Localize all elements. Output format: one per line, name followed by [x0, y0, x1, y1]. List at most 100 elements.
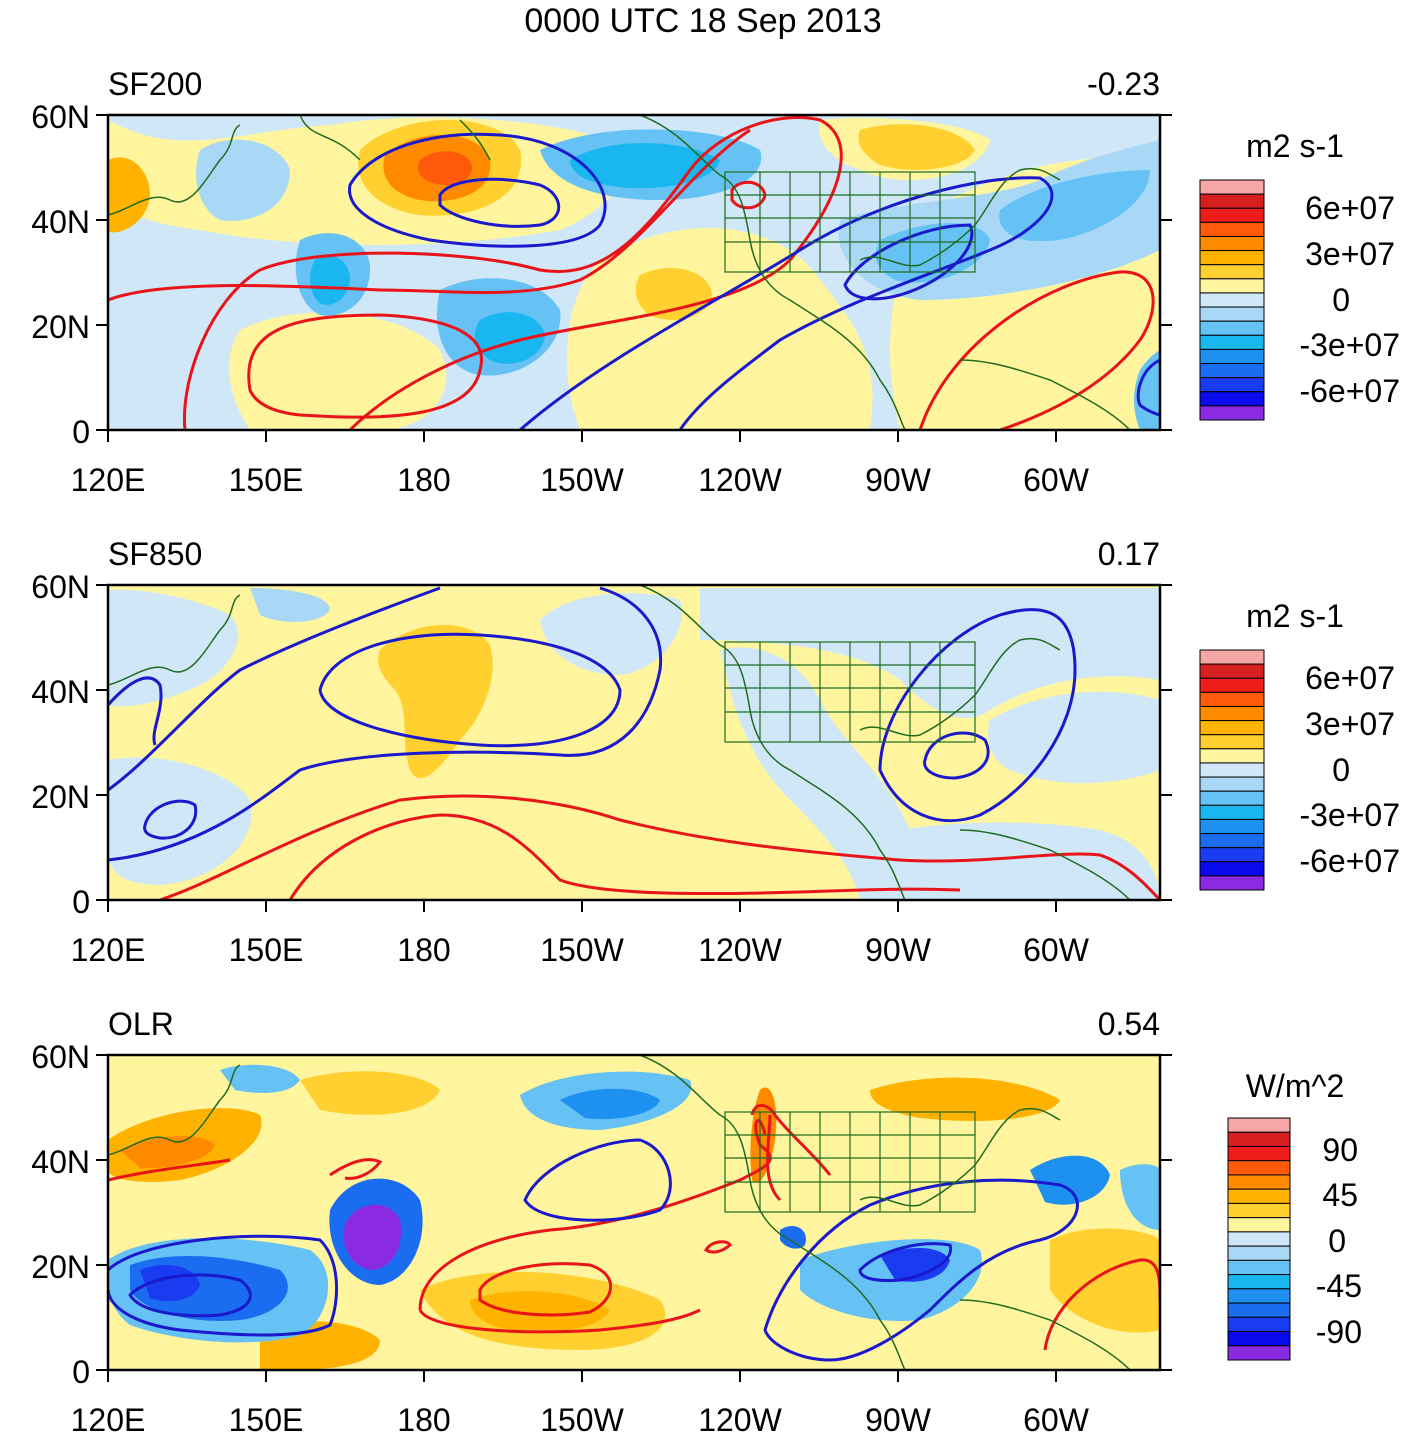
positive-contour — [418, 1119, 772, 1311]
panel-sf850: SF850 0.17 — [0, 470, 1406, 968]
panel-label: SF200 — [108, 66, 203, 102]
shaded-negative-region — [570, 143, 720, 189]
shaded-negative-region — [988, 691, 1160, 784]
colorbar-swatch — [1227, 1117, 1291, 1133]
shaded-negative-region — [1120, 1164, 1160, 1230]
positive-contour — [478, 1262, 613, 1317]
lat-label: 60N — [31, 1039, 90, 1075]
positive-contour — [108, 1158, 231, 1182]
colorbar-olr — [1227, 1117, 1291, 1361]
lon-label: 180 — [397, 932, 451, 968]
lat-label: 20N — [31, 779, 90, 815]
lon-label: 60W — [1023, 462, 1089, 498]
negative-contour — [108, 586, 441, 792]
positive-contour — [918, 270, 1155, 430]
colorbar-swatch — [1199, 875, 1265, 891]
coastline — [959, 829, 1131, 900]
colorbar-swatch — [1227, 1345, 1291, 1361]
positive-contour — [329, 1158, 383, 1180]
lat-label: 60N — [31, 569, 90, 605]
colorbar-tick-label: -6e+07 — [1299, 843, 1400, 879]
shaded-negative-region — [310, 255, 350, 305]
colorbar-title: m2 s-1 — [1246, 128, 1344, 164]
shaded-positive-region — [858, 124, 975, 170]
lon-label: 150W — [540, 462, 624, 498]
shaded-positive-region — [378, 624, 493, 779]
lon-label: 120W — [698, 1402, 782, 1438]
lon-label: 180 — [397, 462, 451, 498]
colorbar-tick-label: 0 — [1332, 282, 1350, 318]
shaded-negative-region — [880, 822, 1160, 900]
panel-correlation: 0.17 — [1097, 536, 1160, 572]
shaded-negative-region — [108, 589, 239, 707]
lat-label: 40N — [31, 674, 90, 710]
lon-label: 120E — [70, 932, 146, 968]
colorbar-tick-label: 3e+07 — [1305, 236, 1395, 272]
colorbar-tick-label: -90 — [1315, 1314, 1362, 1350]
axis-ticks — [96, 1054, 1172, 1382]
negative-contour — [878, 608, 1077, 823]
shaded-positive-region — [870, 1077, 1060, 1121]
positive-contour — [418, 1308, 701, 1334]
negative-contour — [108, 1234, 339, 1337]
shaded-positive-region — [635, 267, 712, 320]
colorbar-tick-label: 0 — [1332, 752, 1350, 788]
lon-label: 150E — [228, 932, 304, 968]
lon-label: 90W — [865, 1402, 931, 1438]
lon-label: 120E — [70, 1402, 146, 1438]
positive-contour — [750, 1104, 832, 1202]
colorbar-tick-label: -6e+07 — [1299, 373, 1400, 409]
negative-contour — [763, 1178, 1079, 1362]
shaded-negative-region — [720, 647, 950, 900]
colorbar-tick-label: 3e+07 — [1305, 706, 1395, 742]
colorbar-title: W/m^2 — [1245, 1068, 1345, 1104]
coastline — [108, 1064, 241, 1156]
shaded-negative-region — [1030, 1155, 1110, 1205]
panel-olr: OLR 0.54 — [0, 940, 1406, 1443]
lon-label: 180 — [397, 1402, 451, 1438]
lon-label: 90W — [865, 462, 931, 498]
coastline — [639, 115, 906, 430]
lon-label: 120W — [698, 932, 782, 968]
lon-label: 150E — [228, 1402, 304, 1438]
negative-contour — [128, 1273, 252, 1318]
olr-map — [96, 1053, 1172, 1382]
coastline — [108, 594, 241, 686]
shaded-negative-region — [560, 1088, 660, 1120]
colorbar-tick-label: 90 — [1322, 1132, 1358, 1168]
shaded-negative-region — [1134, 350, 1160, 430]
negative-contour — [923, 731, 990, 780]
lon-label: 60W — [1023, 1402, 1089, 1438]
colorbar-tick-label: -45 — [1315, 1268, 1362, 1304]
panel-label: SF850 — [108, 536, 203, 572]
positive-contour — [108, 128, 751, 302]
shaded-positive-region — [120, 1135, 215, 1169]
sf200-map — [96, 113, 1172, 442]
lat-label: 20N — [31, 1249, 90, 1285]
panel-label: OLR — [108, 1006, 174, 1042]
negative-contour — [843, 223, 974, 301]
colorbar-tick-label: 6e+07 — [1305, 190, 1395, 226]
positive-contour — [159, 794, 1160, 900]
shaded-positive-region — [470, 1291, 610, 1332]
lon-label: 90W — [865, 932, 931, 968]
negative-contour — [519, 176, 1054, 430]
sf850-map — [96, 583, 1172, 912]
panel-correlation: 0.54 — [1097, 1006, 1160, 1042]
negative-contour — [348, 132, 607, 248]
lon-label: 120W — [698, 462, 782, 498]
panel-sf200: SF200 -0.23 — [0, 0, 1406, 498]
shaded-positive-region — [300, 1071, 440, 1115]
us-state-grid — [724, 641, 976, 743]
colorbar-tick-label: 6e+07 — [1305, 660, 1395, 696]
shaded-negative-region — [700, 588, 1160, 719]
positive-contour — [247, 313, 483, 419]
colorbar-sf850 — [1199, 649, 1265, 891]
map-frame — [106, 583, 1162, 902]
coastline — [639, 1055, 906, 1370]
lat-label: 0 — [72, 414, 90, 450]
colorbar-tick-label: 0 — [1328, 1223, 1346, 1259]
us-state-grid — [724, 1111, 976, 1213]
shaded-negative-region — [880, 1248, 950, 1282]
shaded-positive-region — [290, 820, 370, 900]
